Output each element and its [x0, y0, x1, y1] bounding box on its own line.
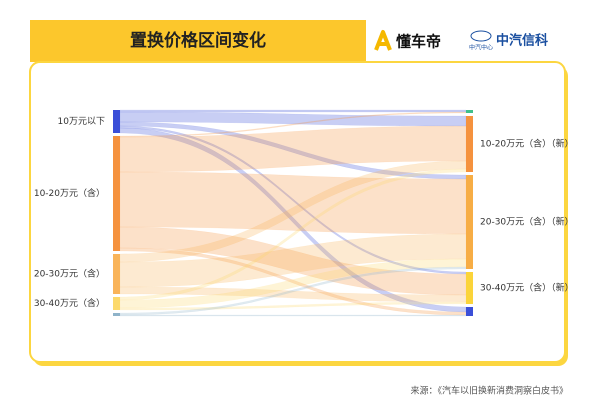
chart-title: 置换价格区间变化	[130, 30, 266, 51]
node	[466, 116, 473, 172]
partner-sub: 中汽中心	[469, 44, 493, 52]
node-label: 10-20万元（含）	[34, 187, 105, 199]
partner-icon	[470, 30, 492, 42]
node	[113, 313, 120, 316]
node-label: 10-20万元（含）（新）	[480, 138, 574, 150]
sankey: 10万元以下 10-20万元（含） 20-30万元（含） 30-40万元（含） 10-2…	[34, 109, 574, 317]
node-label: 30-40万元（含）（新）	[480, 282, 574, 294]
node	[466, 110, 473, 113]
source-note: 来源：《汽车以旧换新消费洞察白皮书》	[410, 385, 568, 397]
node	[113, 297, 120, 310]
card	[29, 61, 566, 363]
node	[113, 254, 120, 294]
flow	[119, 109, 467, 113]
node	[466, 307, 473, 316]
brand-logo: 懂车帝	[374, 30, 441, 51]
node-label: 20-30万元（含）（新）	[480, 216, 574, 228]
flow	[119, 171, 467, 235]
node	[466, 175, 473, 269]
node-label: 30-40万元（含）	[34, 297, 105, 309]
node-label: 20-30万元（含）	[34, 268, 105, 280]
node	[113, 136, 120, 251]
partner-name: 中汽信科	[496, 33, 548, 49]
brand-name: 懂车帝	[395, 33, 441, 51]
brand-icon	[374, 30, 392, 51]
title-tab	[30, 20, 366, 62]
node	[466, 272, 473, 304]
node	[113, 110, 120, 133]
flow	[119, 314, 467, 317]
node-label: 10万元以下	[58, 117, 105, 127]
